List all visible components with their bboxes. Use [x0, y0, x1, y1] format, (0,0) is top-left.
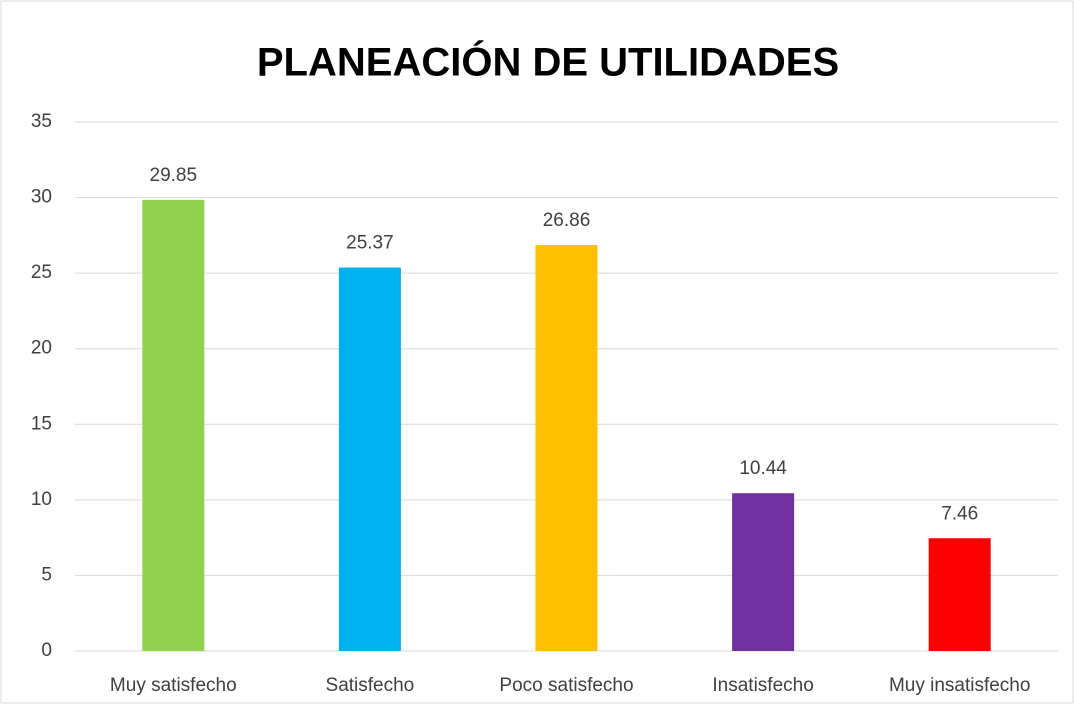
data-label: 26.86 — [543, 210, 591, 231]
bar — [535, 245, 598, 652]
data-label: 25.37 — [346, 233, 394, 254]
bar — [732, 493, 795, 651]
y-tick-label: 25 — [31, 262, 52, 283]
y-tick-label: 15 — [31, 413, 52, 434]
x-tick-label: Muy insatisfecho — [889, 675, 1031, 696]
x-tick-label: Muy satisfecho — [110, 675, 237, 696]
data-label: 10.44 — [739, 458, 787, 479]
y-tick-label: 30 — [31, 187, 52, 208]
x-tick-label: Satisfecho — [326, 675, 415, 696]
y-tick-label: 0 — [41, 640, 52, 661]
data-label: 29.85 — [150, 165, 198, 186]
y-tick-label: 5 — [41, 564, 52, 585]
y-tick-label: 10 — [31, 489, 52, 510]
data-label: 7.46 — [941, 503, 978, 524]
x-tick-label: Insatisfecho — [712, 675, 813, 696]
bar — [338, 267, 401, 651]
bar — [928, 538, 991, 651]
bar — [142, 199, 205, 652]
y-tick-label: 35 — [31, 111, 52, 132]
y-tick-label: 20 — [31, 338, 52, 359]
chart-title: PLANEACIÓN DE UTILIDADES — [257, 39, 839, 85]
x-tick-label: Poco satisfecho — [499, 675, 633, 696]
